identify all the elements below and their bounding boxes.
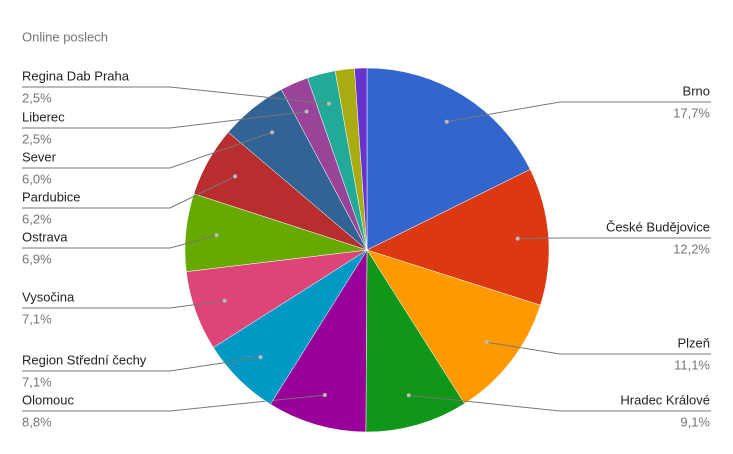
pie-slice [270,249,368,433]
slice-value-label: 7,1% [22,311,52,326]
leader-line [517,237,711,240]
slice-value-label: 8,8% [22,414,52,429]
leader-line [446,101,711,123]
slice-label: Sever [22,149,57,164]
slice-value-label: 6,0% [22,171,52,186]
slice-value-label: 7,1% [22,374,52,389]
pie-slice [366,169,550,306]
leader-line [22,356,261,372]
slice-label: Liberec [22,109,65,124]
leader-dot [270,130,275,135]
pie-slice [366,67,531,251]
leader-line [22,394,325,412]
slice-label: Plzeň [677,335,710,350]
slice-label: Brno [683,83,710,98]
pie-slice [365,249,465,433]
leader-line [486,341,711,355]
slice-value-label: 2,5% [22,90,52,105]
slice-label: Region Střední čechy [22,352,147,367]
leader-line [22,175,236,209]
chart-title: Online poslech [22,29,108,44]
slice-label: Hradec Králové [620,392,710,407]
slice-label: Regina Dab Praha [22,68,130,83]
pie-slice [366,249,541,405]
slice-value-label: 17,7% [673,105,710,120]
leader-dot [322,393,327,398]
slice-label: Olomouc [22,392,75,407]
slice-value-label: 6,9% [22,251,52,266]
leader-dot [484,340,489,345]
leader-dot [222,298,227,303]
leader-line [22,131,273,169]
slice-value-label: 11,1% [674,357,710,372]
slice-label: Pardubice [22,189,81,204]
slice-value-label: 2,5% [22,131,52,146]
leader-dot [515,236,520,241]
slice-value-label: 9,1% [680,414,710,429]
leader-line [22,86,330,105]
leader-dot [304,109,309,114]
slice-value-label: 12,2% [673,241,710,256]
leader-line [22,234,217,249]
leader-dot [444,119,449,124]
leader-line [22,300,225,309]
slice-label: Ostrava [22,229,68,244]
leader-dot [326,101,331,106]
leader-dot [214,233,219,238]
leader-line [408,394,711,412]
slice-label: Vysočina [22,289,75,304]
leader-dot [258,355,263,360]
leader-dot [406,393,411,398]
pie-slice [354,67,368,251]
leader-dot [233,174,238,179]
slice-label: České Budějovice [606,219,710,234]
slice-value-label: 6,2% [22,211,52,226]
leader-line [22,111,307,129]
